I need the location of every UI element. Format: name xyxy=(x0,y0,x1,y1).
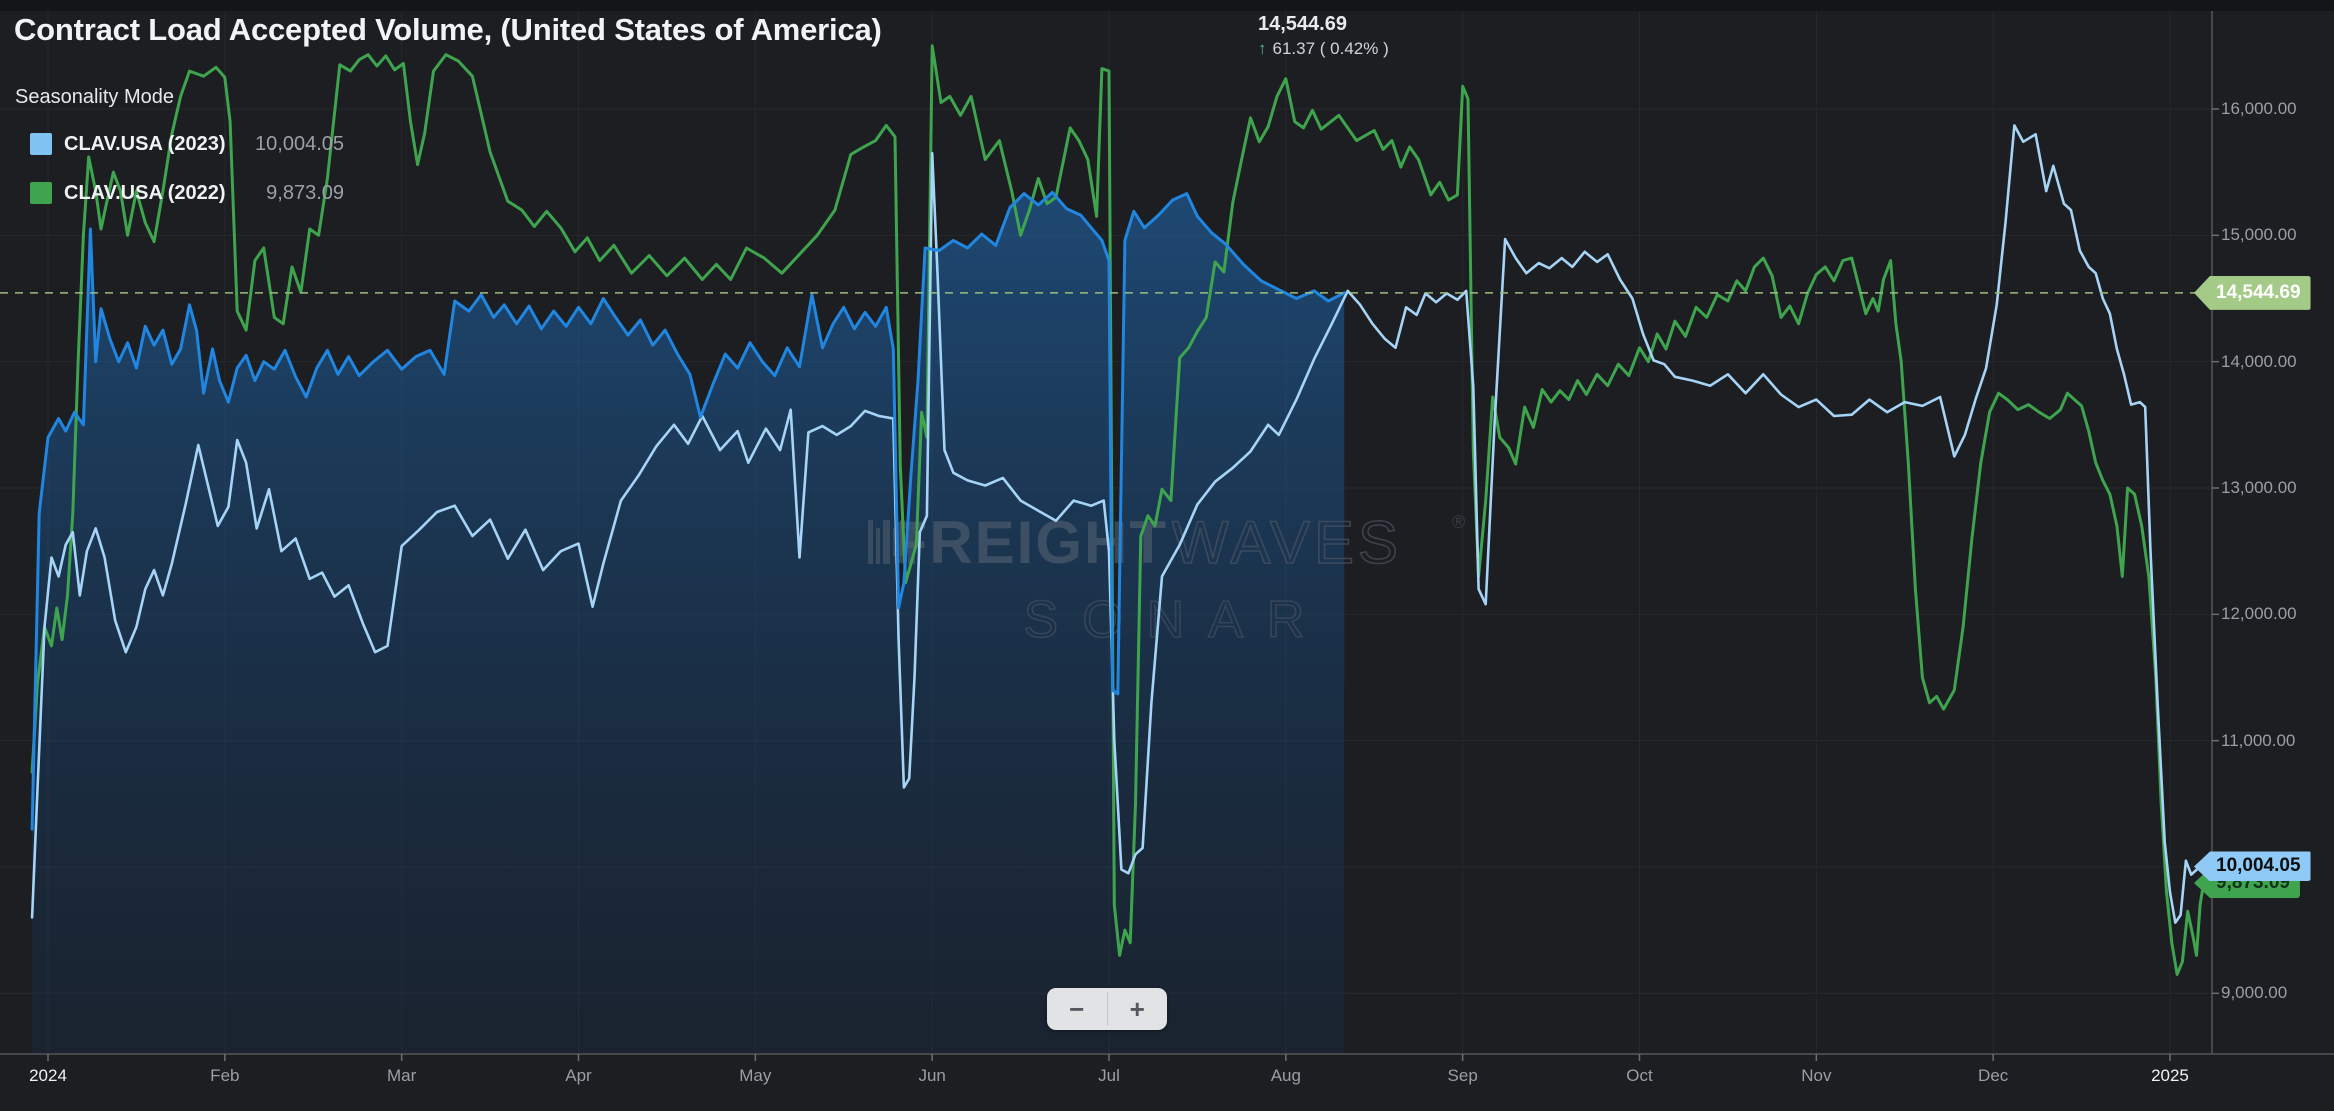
zoom-divider xyxy=(1106,992,1108,1026)
x-axis-label: Sep xyxy=(1447,1066,1478,1085)
legend-item-clav-2023[interactable]: CLAV.USA (2023) 10,004.05 xyxy=(30,132,344,156)
x-axis-label: Oct xyxy=(1626,1066,1653,1085)
legend-swatch-2023 xyxy=(30,133,52,155)
x-axis-label: Dec xyxy=(1978,1066,2009,1085)
zoom-controls: − + xyxy=(1047,988,1167,1030)
legend-label-2022: CLAV.USA (2022) xyxy=(64,181,226,204)
x-axis-label: Aug xyxy=(1270,1066,1301,1085)
x-axis-label: Mar xyxy=(387,1066,417,1085)
watermark-sonar: SONAR xyxy=(1024,591,1329,649)
legend-label-2023: CLAV.USA (2023) xyxy=(64,132,226,155)
y-axis-label: 11,000.00 xyxy=(2221,730,2296,750)
watermark-waves: WAVES xyxy=(1172,509,1402,576)
price-tag-last-value: 14,544.69 xyxy=(2194,275,2311,310)
y-axis-label: 14,000.00 xyxy=(2221,351,2297,371)
watermark-freight: FREIGHT xyxy=(891,509,1168,576)
x-axis-label: 2024 xyxy=(29,1066,67,1085)
y-axis-label: 12,000.00 xyxy=(2221,604,2297,624)
x-axis-label: Apr xyxy=(565,1066,592,1085)
zoom-in-button[interactable]: + xyxy=(1129,993,1145,1024)
legend-value-2023: 10,004.05 xyxy=(255,132,344,155)
freightwaves-sonar-watermark: FREIGHT WAVES ® SONAR xyxy=(868,508,1465,650)
y-axis-label: 16,000.00 xyxy=(2221,99,2297,118)
watermark-reg-mark: ® xyxy=(1452,512,1465,532)
series-area-fill xyxy=(32,192,1345,1054)
x-axis-label: 2025 xyxy=(2151,1066,2189,1085)
y-axis-label: 15,000.00 xyxy=(2221,225,2297,245)
quote-block: 14,544.69 ↑ 61.37 ( 0.42% ) xyxy=(1258,13,1389,59)
x-axis-label: Feb xyxy=(210,1066,240,1085)
legend-value-2022: 9,873.09 xyxy=(266,181,344,204)
x-axis-label: Nov xyxy=(1801,1066,1832,1085)
y-axis-label: 9,000.00 xyxy=(2221,983,2288,1003)
up-arrow-icon: ↑ xyxy=(1258,39,1267,58)
x-axis-label: May xyxy=(739,1066,772,1085)
y-axis-label: 13,000.00 xyxy=(2221,477,2297,497)
legend-item-clav-2022[interactable]: CLAV.USA (2022) 9,873.09 xyxy=(30,181,344,205)
seasonality-mode-label: Seasonality Mode xyxy=(15,86,174,108)
page-title: Contract Load Accepted Volume, (United S… xyxy=(14,12,882,47)
x-axis-label: Jun xyxy=(918,1066,946,1085)
x-axis-label: Jul xyxy=(1098,1066,1120,1085)
zoom-out-button[interactable]: − xyxy=(1069,993,1085,1024)
series-lines xyxy=(30,44,2206,976)
top-window-strip xyxy=(0,0,2334,11)
change-text: 61.37 ( 0.42% ) xyxy=(1272,39,1389,58)
price-tag-2023: 10,004.05 xyxy=(2194,851,2311,882)
last-value: 14,544.69 xyxy=(1258,13,1347,35)
legend-swatch-2022 xyxy=(30,182,52,204)
